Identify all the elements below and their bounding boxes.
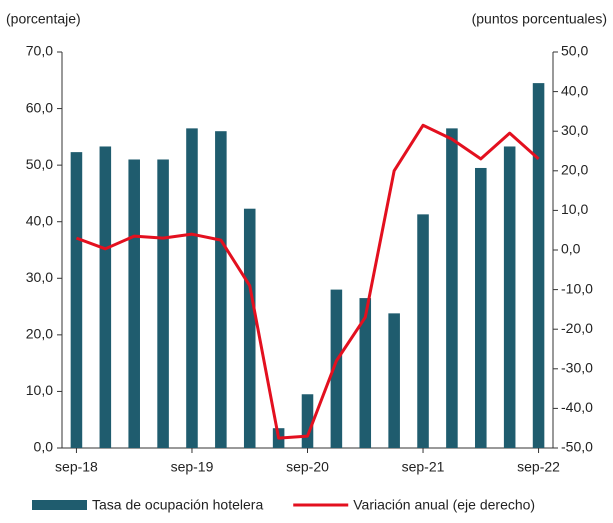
y-tick-label: 30,0 [26, 269, 53, 285]
x-tick-label: sep-18 [55, 459, 98, 475]
bar [417, 214, 429, 448]
y2-tick-label: 50,0 [561, 43, 588, 59]
bar [301, 394, 314, 448]
y2-tick-label: -10,0 [561, 280, 593, 296]
y2-axis-title: (puntos porcentuales) [472, 11, 607, 27]
legend-label: Tasa de ocupación hotelera [92, 497, 263, 513]
bar [446, 128, 458, 448]
y2-tick-label: 20,0 [561, 162, 588, 178]
y2-tick-label: -40,0 [561, 399, 593, 415]
line-series [75, 123, 540, 440]
bar [243, 208, 256, 448]
legend-label: Variación anual (eje derecho) [353, 497, 535, 513]
y-tick-label: 40,0 [26, 212, 53, 228]
y2-tick-label: -20,0 [561, 320, 593, 336]
y2-tick-label: 10,0 [561, 201, 588, 217]
bar [359, 298, 372, 448]
x-tick-label: sep-21 [402, 459, 445, 475]
bar [532, 83, 545, 448]
y2-tick-label: -50,0 [561, 439, 593, 455]
bar [215, 131, 227, 448]
bar [475, 167, 487, 448]
y-tick-label: 20,0 [26, 326, 53, 342]
bar [503, 146, 516, 448]
x-tick-label: sep-19 [171, 459, 214, 475]
y-axis-title: (porcentaje) [6, 11, 81, 27]
bar [157, 159, 169, 448]
y-tick-label: 60,0 [26, 99, 53, 115]
bar [128, 159, 140, 448]
y-tick-label: 10,0 [26, 382, 53, 398]
y2-tick-label: -30,0 [561, 360, 593, 376]
y-tick-label: 70,0 [26, 43, 53, 59]
x-tick-label: sep-20 [286, 459, 329, 475]
y2-tick-label: 0,0 [561, 241, 581, 257]
y2-tick-label: 30,0 [561, 122, 588, 138]
bar [70, 152, 83, 449]
y-tick-label: 50,0 [26, 156, 53, 172]
bar [99, 146, 112, 448]
legend-swatch [32, 500, 87, 510]
y2-tick-label: 40,0 [561, 82, 588, 98]
bar [186, 128, 198, 448]
y-tick-label: 0,0 [34, 439, 54, 455]
bar [330, 289, 343, 448]
x-tick-label: sep-22 [517, 459, 560, 475]
bar [388, 313, 400, 448]
